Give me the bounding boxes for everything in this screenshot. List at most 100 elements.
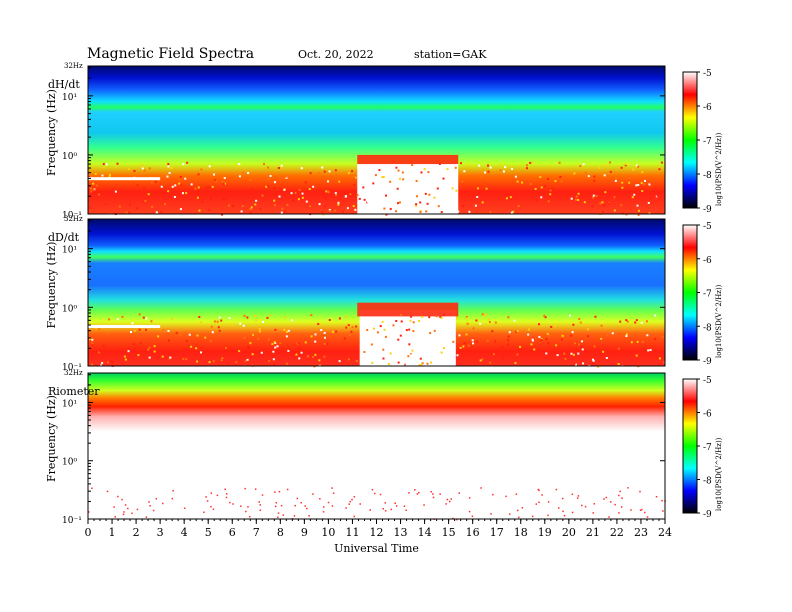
speckle <box>353 495 356 498</box>
artifact-stripe <box>88 324 161 328</box>
speckle <box>370 343 373 346</box>
speckle <box>320 329 323 332</box>
speckle <box>529 182 532 185</box>
speckle <box>277 512 280 514</box>
speckle <box>369 509 371 511</box>
speckle <box>88 511 90 513</box>
speckle <box>452 340 455 343</box>
speckle <box>274 328 277 331</box>
artifact-stripe <box>88 177 161 181</box>
y-tick-label: 10¹ <box>62 93 77 103</box>
speckle <box>283 328 286 331</box>
speckle <box>259 207 262 210</box>
x-tick-label: 12 <box>370 526 384 539</box>
speckle <box>246 358 249 361</box>
speckle <box>290 350 293 353</box>
speckle <box>170 167 173 170</box>
speckle <box>641 190 644 193</box>
speckle <box>371 488 374 491</box>
speckle <box>654 338 657 341</box>
speckle <box>235 361 238 364</box>
speckle <box>658 357 661 360</box>
speckle <box>147 348 150 351</box>
speckle <box>531 515 534 518</box>
speckle <box>563 352 566 355</box>
speckle <box>190 345 193 348</box>
speckle <box>609 161 612 164</box>
speckle <box>273 187 276 190</box>
speckle <box>297 198 300 201</box>
speckle <box>508 513 511 515</box>
speckle <box>439 316 442 319</box>
speckle <box>337 203 340 206</box>
speckle <box>656 194 659 197</box>
speckle <box>260 351 263 354</box>
speckle <box>131 322 134 325</box>
speckle <box>280 211 283 214</box>
speckle <box>213 173 216 176</box>
speckle <box>602 204 605 207</box>
x-tick-label: 7 <box>253 526 260 539</box>
speckle <box>584 174 587 177</box>
colorbar-tick-label: -9 <box>703 357 712 367</box>
top-tick-label: 32Hz <box>64 62 83 70</box>
speckle <box>531 339 534 342</box>
speckle <box>347 172 350 175</box>
speckle <box>409 351 412 354</box>
speckle <box>641 340 644 343</box>
speckle <box>205 186 208 189</box>
speckle <box>223 177 226 180</box>
speckle <box>344 316 347 319</box>
speckle <box>171 185 174 188</box>
speckle <box>369 336 372 339</box>
speckle <box>323 355 326 358</box>
speckle <box>572 353 575 356</box>
speckle <box>273 341 276 344</box>
speckle <box>317 323 320 326</box>
speckle <box>625 163 628 166</box>
speckle <box>638 209 641 212</box>
speckle <box>196 334 199 337</box>
y-axis-label: Frequency (Hz) <box>45 395 58 482</box>
x-axis: 0 1 2 3 4 5 6 7 8 9 10 11 12 13 14 15 16 17 18 19 20 21 22 23 24… <box>85 519 672 555</box>
speckle <box>397 202 400 205</box>
speckle <box>647 201 650 204</box>
speckle <box>279 342 282 345</box>
active-band <box>357 154 459 165</box>
speckle <box>394 335 397 338</box>
speckle <box>537 488 540 491</box>
x-tick-label: 22 <box>610 526 624 539</box>
speckle <box>349 500 352 503</box>
speckle <box>259 504 261 506</box>
speckle <box>468 510 471 513</box>
speckle <box>208 361 211 364</box>
speckle <box>259 509 262 512</box>
speckle <box>247 506 249 508</box>
speckle <box>501 357 504 360</box>
speckle <box>547 514 549 517</box>
speckle <box>285 335 288 338</box>
colorbar-tick-label: -5 <box>703 222 712 232</box>
speckle <box>506 343 509 346</box>
speckle <box>485 313 488 316</box>
speckle <box>578 317 581 320</box>
speckle <box>599 202 602 205</box>
speckle <box>150 181 153 184</box>
speckle <box>208 208 211 211</box>
speckle <box>145 328 148 331</box>
speckle <box>210 492 213 494</box>
speckle <box>261 194 264 197</box>
speckle <box>138 328 141 331</box>
speckle <box>499 169 502 172</box>
speckle <box>153 345 156 348</box>
speckle <box>630 509 632 511</box>
speckle <box>91 338 94 341</box>
speckle <box>211 331 214 334</box>
speckle <box>386 336 389 339</box>
speckle <box>457 210 460 213</box>
speckle <box>332 492 335 494</box>
speckle <box>308 188 311 191</box>
speckle <box>117 495 119 498</box>
speckle <box>312 185 315 188</box>
speckle <box>554 180 557 183</box>
